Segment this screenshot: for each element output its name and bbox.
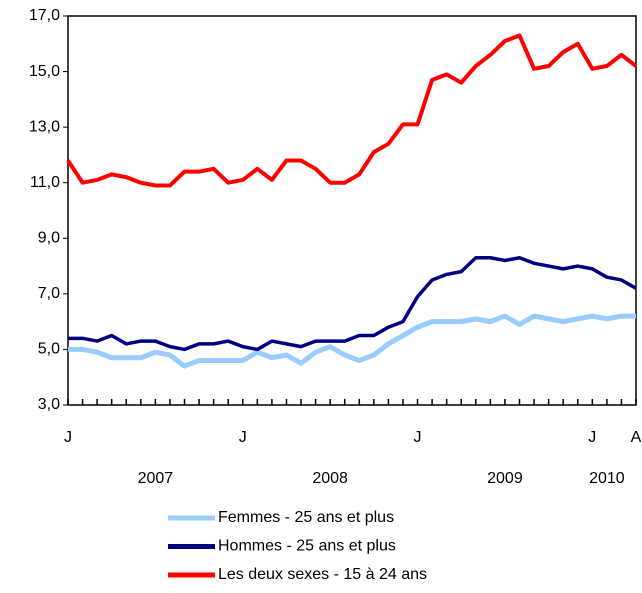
x-tick-label: J (64, 429, 72, 446)
x-tick-label: J (588, 429, 596, 446)
y-tick-label: 9,0 (38, 230, 60, 247)
x-tick-label: J (239, 429, 247, 446)
y-tick-label: 11,0 (30, 174, 60, 191)
series-line (68, 255, 637, 352)
legend-label: Hommes - 25 ans et plus (218, 538, 396, 555)
year-label: 2008 (312, 470, 348, 487)
year-label: 2007 (138, 470, 174, 487)
y-tick-label: 3,0 (38, 396, 60, 413)
series-line (66, 33, 638, 188)
y-tick-label: 15,0 (29, 63, 60, 80)
legend-label: Les deux sexes - 15 à 24 ans (218, 566, 427, 583)
y-tick-label: 17,0 (29, 7, 60, 24)
series-line (68, 313, 636, 369)
year-label: 2009 (487, 470, 523, 487)
year-label: 2010 (589, 470, 625, 487)
x-tick-label: A (631, 429, 642, 446)
y-tick-label: 7,0 (38, 285, 60, 302)
x-tick-label: J (414, 429, 422, 446)
y-tick-label: 13,0 (29, 118, 60, 135)
legend-label: Femmes - 25 ans et plus (218, 509, 394, 526)
y-tick-label: 5,0 (38, 341, 60, 358)
plot-frame (67, 15, 637, 406)
